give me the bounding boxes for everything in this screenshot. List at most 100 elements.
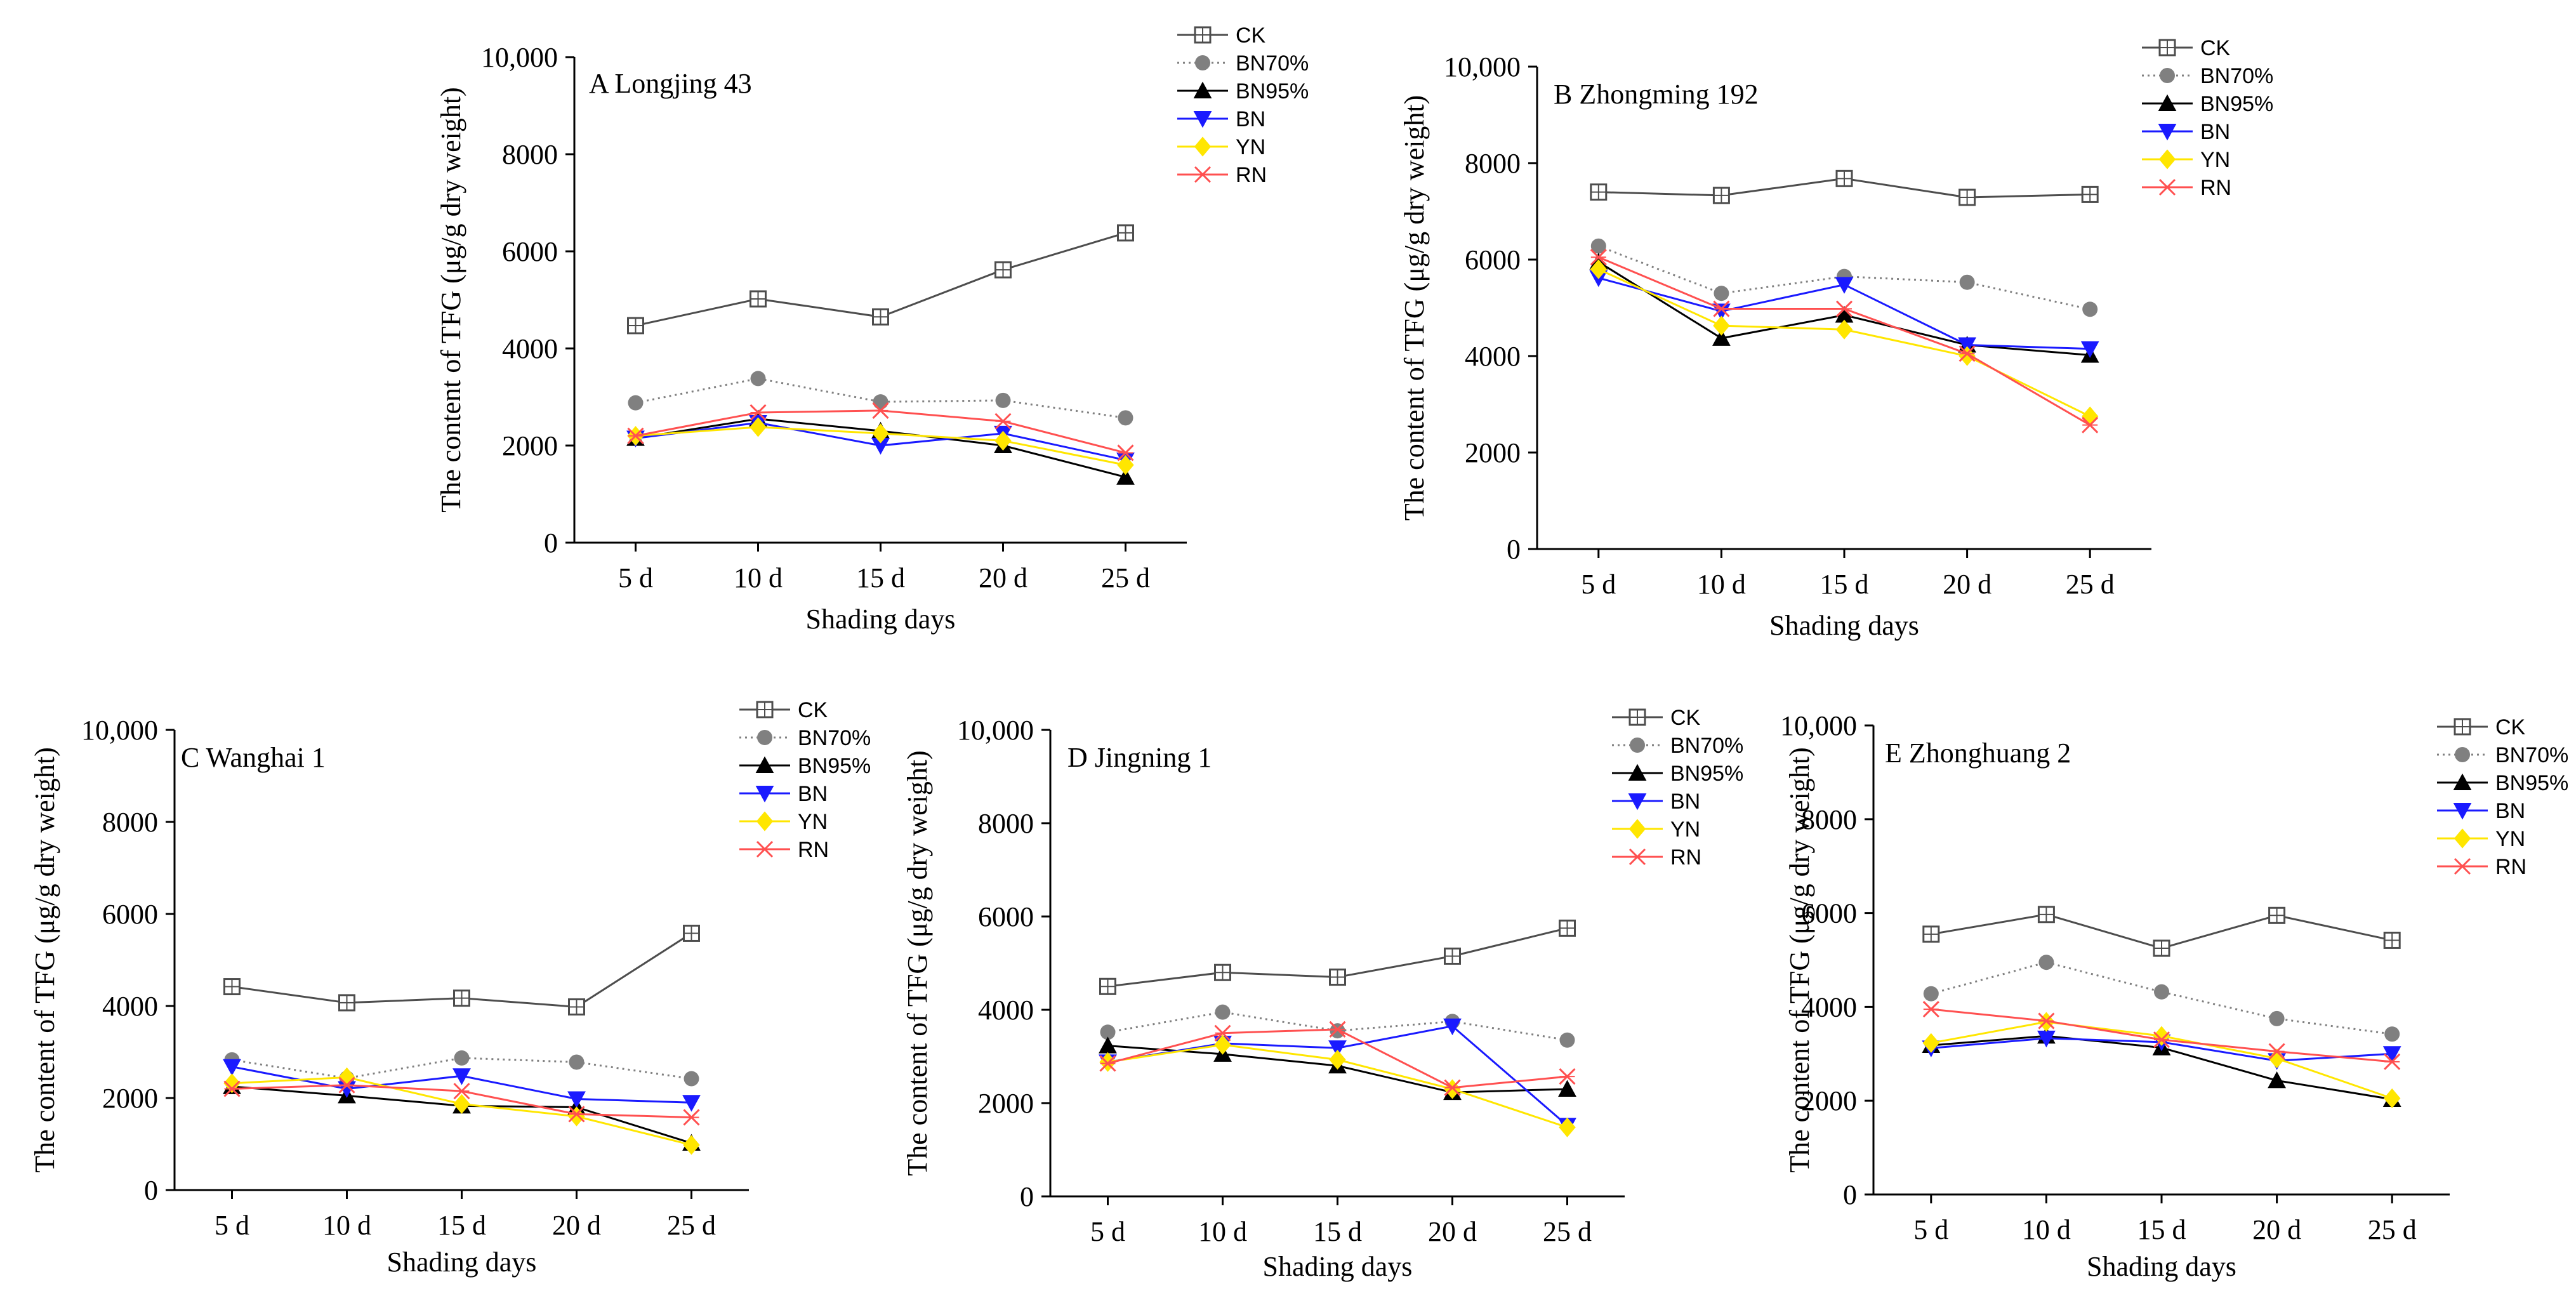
panel-e-series-yn-point <box>2268 1049 2285 1069</box>
panel-e-xtick-label: 10 d <box>2022 1214 2071 1245</box>
panel-d-series-bn70pct-point <box>1215 1004 1231 1020</box>
panel-e: The content of TFG (μg/g dry weight) Sha… <box>1780 710 2568 1282</box>
panel-e-series-rn-point <box>2268 1043 2285 1060</box>
panel-b-series-ck-point <box>1958 189 1976 206</box>
panel-e-legend-bn95pct-label: BN95% <box>2495 771 2568 795</box>
panel-a-legend-yn-marker <box>1194 136 1212 157</box>
panel-d-legend-bn70pct-label: BN70% <box>1670 734 1743 758</box>
panel-c-xtick-label: 10 d <box>322 1210 371 1241</box>
panel-a-legend-rn-label: RN <box>1236 163 1267 187</box>
panel-b-xtick-label: 5 d <box>1581 569 1616 600</box>
panel-a-series-bn-point <box>871 438 890 455</box>
panel-d-series-bn-point <box>1443 1018 1462 1036</box>
panel-c-legend-bn-marker <box>755 786 774 803</box>
panel-a-legend-bn95pct-marker <box>1193 81 1212 98</box>
panel-a-ylabel: The content of TFG (μg/g dry weight) <box>435 87 466 512</box>
panel-a-series-ck-point <box>994 261 1012 279</box>
panel-a-series-bn70pct-point <box>873 394 888 410</box>
panel-d-legend-bn70pct-marker <box>1630 738 1645 753</box>
panel-e-legend-yn-label: YN <box>2495 827 2525 851</box>
panel-d-legend-rn: RN <box>1612 845 1701 870</box>
panel-a-series-rn-point <box>994 413 1012 430</box>
panel-e-legend-bn-label: BN <box>2495 799 2525 823</box>
panel-e-legend-rn-label: RN <box>2495 855 2526 879</box>
panel-e-series-rn-point <box>1922 1001 1939 1018</box>
panel-a-series-ck-point <box>627 317 644 334</box>
panel-b-series-rn-point <box>1590 249 1607 266</box>
panel-e-series-bn70pct-point <box>1923 986 1939 1002</box>
panel-e-legend-ck-label: CK <box>2495 715 2526 739</box>
panel-a-ytick-label: 6000 <box>502 236 558 267</box>
panel-d-series-bn95pct-point <box>1099 1036 1117 1054</box>
panel-c-series-rn-point <box>568 1106 585 1123</box>
panel-c-legend-bn95pct-marker <box>755 756 774 773</box>
panel-e-xtick-label: 5 d <box>1913 1214 1948 1245</box>
panel-b-legend-rn-label: RN <box>2200 176 2231 200</box>
panel-a-legend-bn95pct: BN95% <box>1177 79 1309 103</box>
panel-d-legend-yn-label: YN <box>1670 817 1700 842</box>
panel-a-xtick-label: 15 d <box>856 562 905 593</box>
panel-b-legend-ck-label: CK <box>2200 36 2231 60</box>
panel-c-xtick-label: 5 d <box>215 1210 249 1241</box>
panel-e-xtick-label: 25 d <box>2368 1214 2417 1245</box>
panel-a-legend-bn70pct-marker <box>1195 55 1210 70</box>
panel-b-legend-ck-marker <box>2158 39 2176 56</box>
panel-b-ytick-label: 2000 <box>1465 437 1521 468</box>
panel-b-ytick-label: 0 <box>1507 534 1521 565</box>
panel-d-series-ck-point <box>1099 977 1116 995</box>
panel-b-series-bn-point <box>1958 337 1976 354</box>
panel-e-ylabel: The content of TFG (μg/g dry weight) <box>1784 747 1815 1172</box>
panel-e-legend-bn70pct-label: BN70% <box>2495 743 2568 767</box>
panel-c-legend-bn70pct-label: BN70% <box>798 726 871 750</box>
panel-a-series-rn-point <box>872 402 889 419</box>
panel-e-series-bn70pct-point <box>2269 1010 2285 1026</box>
panel-a-series-yn-point <box>1117 455 1134 475</box>
panel-c-series-bn-point <box>682 1095 701 1112</box>
panel-a-xtick-label: 10 d <box>734 562 783 593</box>
panel-b-legend-bn70pct-marker <box>2160 68 2175 83</box>
panel-c-series-ck-point <box>568 998 585 1016</box>
panel-a-series-bn70pct-point <box>995 392 1011 408</box>
panel-b-series-yn-point <box>1590 259 1607 279</box>
panel-c-title: C Wanghai 1 <box>181 742 326 773</box>
panel-b-series-ck-point <box>2081 185 2099 203</box>
panel-d-xtick-label: 20 d <box>1428 1216 1477 1247</box>
panel-b-series-bn70pct-point <box>1590 238 1606 254</box>
panel-c-legend-ck: CK <box>739 698 828 722</box>
panel-a-xtick-label: 5 d <box>618 562 653 593</box>
panel-b-title: B Zhongming 192 <box>1554 79 1759 110</box>
panel-e-series-yn-point <box>2384 1088 2401 1109</box>
panel-e-ytick-label: 4000 <box>1801 991 1857 1022</box>
panel-c-series-yn-point <box>568 1106 585 1127</box>
panel-c-ytick-label: 4000 <box>102 991 158 1022</box>
panel-c-xtick-label: 25 d <box>667 1210 716 1241</box>
panel-d-legend-bn95pct-marker <box>1628 764 1647 781</box>
panel-d-series-bn-point <box>1328 1040 1347 1057</box>
panel-a-ytick-label: 4000 <box>502 333 558 364</box>
panel-d-series-yn-point <box>1559 1117 1576 1137</box>
panel-d-series-ck-point <box>1444 947 1461 965</box>
panel-d-series-rn-point <box>1444 1079 1461 1096</box>
panel-d-legend-rn-marker <box>1628 848 1646 866</box>
panel-b-ytick-label: 8000 <box>1465 148 1521 179</box>
panel-e-legend-bn95pct: BN95% <box>2437 771 2568 795</box>
panel-c-series-bn70pct-point <box>569 1054 585 1070</box>
panel-c-series-bn70pct-point <box>454 1050 470 1066</box>
panel-a-xtick-label: 20 d <box>979 562 1027 593</box>
panel-d-series-bn70pct-point <box>1330 1023 1345 1039</box>
panel-d-legend-ck-label: CK <box>1670 706 1701 730</box>
panel-b-xtick-label: 15 d <box>1820 569 1869 600</box>
panel-d-series-ck-point <box>1559 919 1576 937</box>
panel-a-series-yn-point <box>872 423 889 444</box>
panel-c-legend-ck-label: CK <box>798 698 828 722</box>
panel-b-legend-bn: BN <box>2142 120 2230 144</box>
panel-e-series-bn-point <box>2382 1046 2401 1063</box>
panel-a-legend-ck-label: CK <box>1236 23 1266 48</box>
panel-c-legend-yn-label: YN <box>798 810 828 834</box>
panel-d-series-yn-point <box>1214 1035 1231 1055</box>
panel-c-series-rn-point <box>453 1083 470 1100</box>
panel-b-series-rn-point <box>1958 345 1976 362</box>
panel-a-series-rn-point <box>1117 444 1134 461</box>
panel-e-legend-bn95pct-marker <box>2453 773 2472 790</box>
panel-c-series-yn-point <box>453 1094 470 1115</box>
